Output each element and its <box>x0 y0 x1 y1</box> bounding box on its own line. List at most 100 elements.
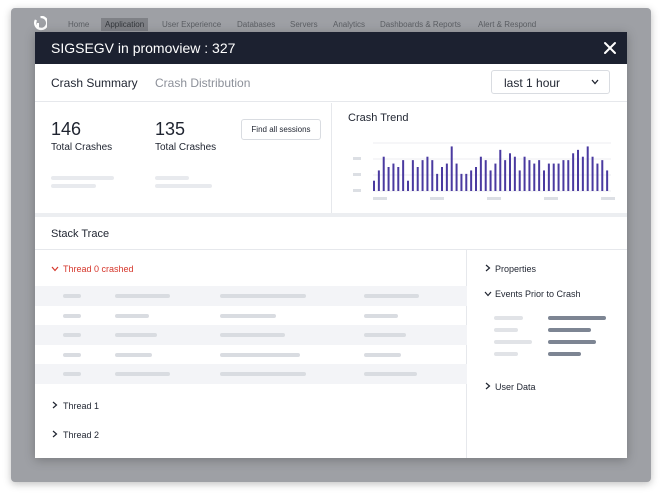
placeholder-line <box>220 372 306 377</box>
stack-trace-threads: Thread 0 crashed <box>35 250 467 458</box>
chevron-right-icon <box>485 264 491 272</box>
stack-trace-header: Stack Trace <box>35 217 627 250</box>
x-tick-placeholder <box>430 197 444 200</box>
crash-trend-bar <box>586 146 589 191</box>
crash-trend-bar <box>470 170 473 191</box>
crash-trend-bar <box>377 170 380 191</box>
find-all-sessions-button[interactable]: Find all sessions <box>241 119 321 140</box>
placeholder-line <box>63 352 81 357</box>
x-tick-placeholder <box>487 197 501 200</box>
crash-trend-bar <box>606 170 609 191</box>
placeholder-line <box>494 340 532 344</box>
crash-trend-bar <box>407 180 409 191</box>
placeholder-line <box>364 333 406 338</box>
crash-trend-bar <box>572 153 575 191</box>
crash-trend-bar <box>509 153 511 191</box>
tab-crash-summary[interactable]: Crash Summary <box>51 76 138 90</box>
crash-trend-bar <box>475 167 477 191</box>
thread-1-row[interactable]: Thread 1 <box>51 401 99 411</box>
placeholder-line <box>548 340 596 344</box>
x-tick-placeholder <box>373 197 387 200</box>
crash-trend-bar <box>382 156 385 191</box>
placeholder-line <box>494 328 518 332</box>
placeholder-line <box>364 352 401 357</box>
stat-value: 135 <box>155 119 186 139</box>
properties-toggle[interactable]: Properties <box>484 264 536 274</box>
crash-trend-bar <box>538 160 541 191</box>
crash-trend-bar <box>455 163 458 191</box>
crash-trend-bar <box>431 160 434 191</box>
placeholder-line <box>63 333 81 338</box>
placeholder-line <box>51 184 96 188</box>
time-range-value: last 1 hour <box>504 76 561 90</box>
crash-trend-bar <box>523 156 526 191</box>
crash-trend-bar <box>392 163 395 191</box>
placeholder-line <box>548 316 606 320</box>
crash-trend-bar <box>552 163 555 191</box>
user-data-toggle[interactable]: User Data <box>484 382 536 392</box>
crash-trend-bar <box>416 167 419 191</box>
crash-trend-bar <box>543 170 545 191</box>
close-icon[interactable] <box>601 39 619 57</box>
crash-trend-title: Crash Trend <box>348 112 409 124</box>
placeholder-line <box>155 176 189 180</box>
divider <box>331 103 332 213</box>
stat-total-crashes: 146 Total Crashes <box>51 119 112 153</box>
thread-0-row[interactable]: Thread 0 crashed <box>51 264 134 274</box>
placeholder-line <box>63 294 81 298</box>
crash-trend-bar <box>421 160 424 191</box>
stack-frames <box>35 286 467 384</box>
crash-trend-bar <box>460 173 463 191</box>
y-tick-placeholder <box>353 173 361 176</box>
stack-frame-row <box>35 286 467 306</box>
crash-trend-bar <box>547 163 550 191</box>
crash-trend-bar <box>465 173 468 191</box>
crash-trend-chart <box>353 142 615 200</box>
nav-item-application[interactable]: Application <box>101 18 149 31</box>
top-navigation: Home Application User Experience Databas… <box>11 8 651 38</box>
chevron-down-icon <box>51 266 59 272</box>
crash-trend-bar <box>436 173 439 191</box>
nav-item-alert-respond[interactable]: Alert & Respond <box>478 20 537 29</box>
tab-crash-distribution[interactable]: Crash Distribution <box>155 76 251 90</box>
chevron-right-icon <box>52 401 58 409</box>
thread-label: Thread 0 crashed <box>63 264 134 274</box>
nav-item-user-experience[interactable]: User Experience <box>162 20 222 29</box>
nav-item-dashboards-reports[interactable]: Dashboards & Reports <box>380 20 461 29</box>
stat-value: 146 <box>51 119 82 139</box>
placeholder-line <box>220 333 285 338</box>
time-range-select[interactable]: last 1 hour <box>491 70 610 94</box>
x-tick-placeholder <box>601 197 615 200</box>
placeholder-line <box>155 184 212 188</box>
crash-trend-bar <box>601 160 604 191</box>
modal-header: SIGSEGV in promoview : 327 <box>35 32 627 64</box>
nav-item-analytics[interactable]: Analytics <box>333 20 366 29</box>
placeholder-line <box>115 352 152 357</box>
stack-frame-row <box>35 364 467 384</box>
nav-item-databases[interactable]: Databases <box>237 20 276 29</box>
y-tick-placeholder <box>353 189 361 192</box>
events-prior-toggle[interactable]: Events Prior to Crash <box>484 289 581 299</box>
stat-label: Total Crashes <box>51 142 113 153</box>
crash-trend-bar <box>557 163 560 191</box>
placeholder-line <box>494 352 518 356</box>
crash-trend-bar <box>426 156 429 191</box>
placeholder-line <box>115 372 170 377</box>
placeholder-line <box>51 176 114 180</box>
placeholder-line <box>115 313 149 318</box>
section-divider <box>35 213 627 217</box>
crash-detail-modal: SIGSEGV in promoview : 327 Crash Summary… <box>35 32 627 458</box>
placeholder-line <box>220 313 276 318</box>
crash-trend-bar <box>596 163 599 191</box>
placeholder-line <box>115 333 157 338</box>
crash-trend-bar <box>567 160 570 191</box>
crash-trend-bar <box>445 163 448 191</box>
nav-item-servers[interactable]: Servers <box>290 20 318 29</box>
thread-2-row[interactable]: Thread 2 <box>51 430 99 440</box>
chevron-down-icon <box>484 291 492 297</box>
placeholder-line <box>364 294 419 298</box>
stack-trace-title: Stack Trace <box>51 228 110 240</box>
y-tick-placeholder <box>353 157 361 160</box>
placeholder-line <box>220 294 306 298</box>
nav-item-home[interactable]: Home <box>68 20 90 29</box>
